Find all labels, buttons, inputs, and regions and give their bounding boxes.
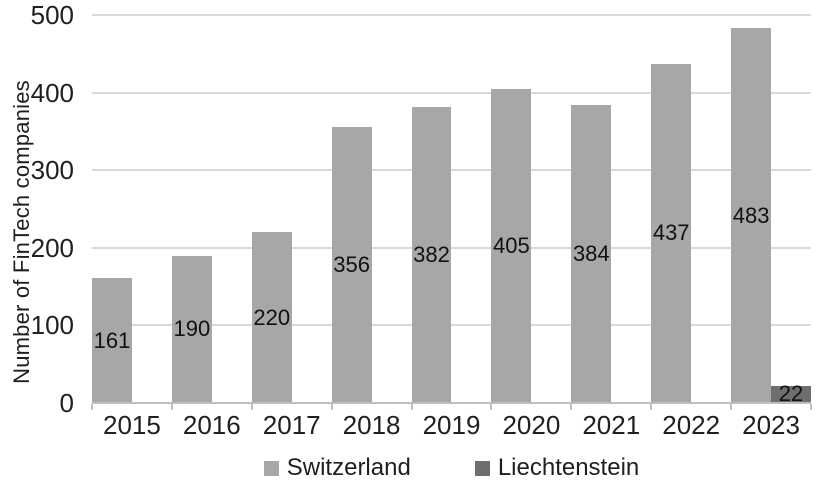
bar-liechtenstein-2023 [771,385,811,403]
value-label-switzerland-2022: 437 [652,220,690,246]
x-axis-tick [650,404,653,410]
bar-switzerland-2021 [571,105,612,403]
value-label-switzerland-2021: 384 [572,241,610,266]
value-label-switzerland-2015: 161 [93,327,131,353]
bar-switzerland-2023 [731,28,772,403]
value-label-switzerland-2023: 483 [732,202,770,228]
bar-switzerland-2016 [171,255,212,403]
x-axis-tick [490,404,493,410]
value-label-switzerland-2016: 190 [173,316,211,342]
y-tick-label-100: 100 [30,310,74,341]
bar-switzerland-2017 [251,232,292,403]
legend-label-switzerland: Switzerland [286,454,411,481]
legend: Switzerland Liechtenstein [92,454,811,482]
y-tick-label-200: 200 [30,232,74,263]
x-axis-tick [570,404,573,410]
bar-switzerland-2015 [92,278,132,403]
bar-switzerland-2020 [491,88,532,403]
x-axis-tick [250,404,253,410]
legend-swatch-switzerland [263,460,279,476]
x-tick-label-2018: 2018 [342,410,401,440]
value-label-switzerland-2020: 405 [493,232,530,258]
y-tick-label-300: 300 [30,155,74,186]
x-axis-tick [810,404,812,410]
value-label-switzerland-2017: 220 [253,304,291,330]
x-axis-tick [330,404,333,410]
gridline-500 [92,14,811,16]
value-label-liechtenstein-2023: 22 [778,381,804,407]
x-tick-label-2016: 2016 [182,410,241,440]
bar-switzerland-2022 [651,63,692,403]
bar-switzerland-2019 [411,106,452,403]
gridline-100 [92,324,811,327]
gridline-200 [92,246,811,249]
x-axis-tick [410,404,413,410]
value-label-switzerland-2018: 356 [333,251,370,277]
legend-label-liechtenstein: Liechtenstein [497,454,640,481]
x-tick-label-2015: 2015 [103,410,161,440]
x-tick-label-2020: 2020 [502,410,561,440]
gridline-400 [92,91,811,94]
legend-swatch-liechtenstein [474,460,490,476]
x-tick-label-2021: 2021 [582,410,641,440]
y-tick-label-0: 0 [59,388,74,418]
x-axis-tick [170,404,173,410]
value-label-switzerland-2019: 382 [413,241,450,267]
y-tick-label-400: 400 [30,77,74,108]
x-tick-label-2019: 2019 [422,410,481,440]
x-tick-label-2023: 2023 [742,410,800,440]
x-axis-line [92,402,811,404]
x-tick-label-2017: 2017 [262,410,321,440]
x-tick-label-2022: 2022 [662,410,721,440]
legend-item-switzerland: Switzerland [263,454,411,482]
y-tick-label-500: 500 [30,0,74,30]
legend-item-liechtenstein: Liechtenstein [474,454,640,482]
gridline-300 [92,169,811,172]
bar-switzerland-2018 [331,126,372,403]
x-axis-tick [730,404,733,410]
x-axis-tick [91,404,93,410]
